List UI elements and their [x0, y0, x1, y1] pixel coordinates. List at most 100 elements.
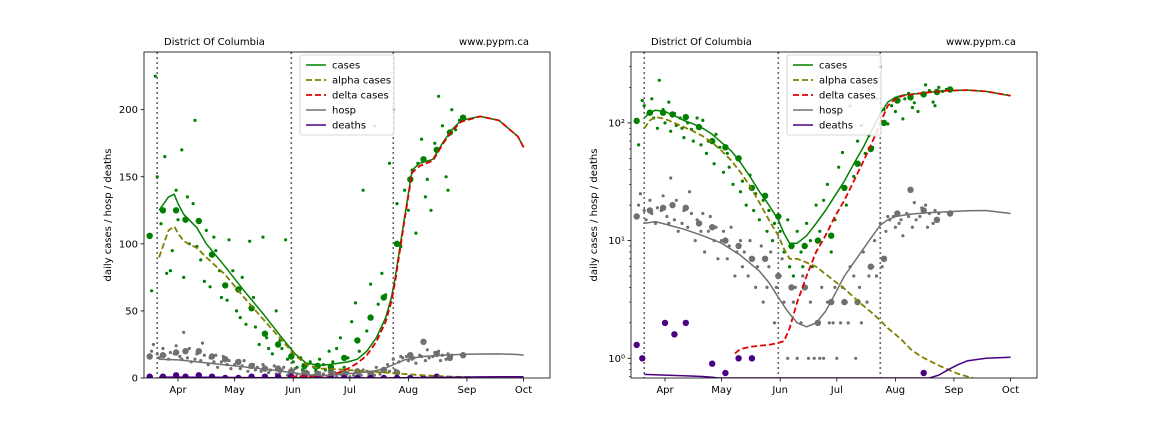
chart-title-left: District Of Columbia	[651, 37, 752, 48]
hosp-daily-point	[182, 330, 186, 334]
hosp-daily-point	[661, 194, 665, 198]
hosp-daily-point	[808, 300, 813, 304]
cases-daily-point	[357, 349, 361, 353]
cases-daily-point	[380, 271, 384, 275]
cases-weekly-point	[146, 232, 153, 239]
cases-daily-point	[767, 208, 771, 213]
cases-daily-point	[403, 188, 407, 192]
deaths-weekly-point	[261, 373, 269, 378]
hosp-daily-point	[897, 221, 901, 225]
cases-daily-point	[718, 145, 722, 149]
hosp-weekly-point	[407, 352, 414, 359]
plot-frame	[143, 51, 551, 379]
hosp-daily-point	[754, 285, 758, 289]
hosp-daily-point	[693, 239, 697, 243]
hosp-daily-point	[282, 365, 286, 369]
series-line-cases	[158, 115, 525, 367]
hosp-daily-point	[150, 349, 154, 353]
x-tick-label: Aug	[399, 385, 419, 396]
hosp-daily-point	[687, 190, 692, 194]
cases-daily-point	[786, 218, 790, 222]
x-tick-label: May	[711, 385, 732, 396]
cases-daily-point	[808, 239, 813, 243]
cases-daily-point	[165, 271, 169, 275]
cases-daily-point	[765, 229, 769, 233]
hosp-weekly-point	[182, 348, 189, 355]
hosp-daily-point	[782, 300, 786, 304]
linear-chart-panel: District Of Columbia www.pypm.ca daily c…	[103, 37, 551, 396]
cases-daily-point	[433, 141, 437, 145]
legend-box	[299, 54, 395, 136]
hosp-daily-point	[708, 214, 712, 219]
cases-daily-point	[253, 325, 257, 329]
hosp-daily-point	[839, 321, 843, 325]
cases-daily-point	[691, 139, 695, 143]
cases-daily-point	[740, 179, 745, 183]
deaths-weekly-point	[682, 319, 689, 327]
cases-daily-point	[291, 360, 295, 364]
hosp-daily-point	[780, 257, 784, 261]
cases-daily-point	[234, 309, 239, 313]
x-tick-label: Apr	[169, 385, 187, 396]
hosp-daily-point	[831, 321, 835, 325]
hosp-daily-point	[246, 369, 250, 373]
hosp-daily-point	[151, 342, 155, 347]
hosp-daily-point	[216, 365, 220, 369]
cases-daily-point	[361, 188, 365, 192]
cases-daily-point	[365, 329, 369, 333]
cases-daily-point	[725, 151, 729, 155]
cases-daily-point	[744, 203, 748, 207]
hosp-weekly-point	[633, 213, 640, 220]
hosp-daily-point	[202, 353, 206, 357]
deaths-weekly-point	[661, 319, 669, 327]
hosp-daily-point	[689, 211, 694, 216]
hosp-daily-point	[378, 372, 382, 376]
cases-daily-point	[856, 139, 860, 143]
legend-label: deaths	[332, 121, 366, 132]
cases-daily-point	[238, 316, 242, 320]
cases-daily-point	[752, 208, 756, 213]
cases-daily-point	[727, 165, 731, 169]
cases-daily-point	[642, 104, 646, 108]
series-line-deaths	[644, 356, 1011, 378]
cases-weekly-point	[735, 155, 742, 162]
cases-daily-point	[176, 218, 180, 222]
cases-weekly-point	[222, 282, 229, 289]
cases-daily-point	[225, 298, 229, 302]
hosp-daily-point	[846, 321, 850, 325]
hosp-daily-point	[669, 176, 673, 180]
y-tick-label: 200	[119, 105, 138, 116]
hosp-daily-point	[199, 359, 203, 363]
plot-frame	[630, 51, 1038, 379]
cases-daily-point	[637, 143, 641, 147]
hosp-weekly-point	[159, 352, 167, 359]
hosp-daily-point	[161, 346, 165, 351]
legend-label: alpha cases	[819, 76, 878, 87]
legend-label: hosp	[819, 106, 843, 117]
hosp-weekly-point	[894, 210, 901, 217]
cases-daily-point	[248, 239, 252, 243]
cases-weekly-point	[367, 314, 374, 321]
deaths-weekly-point	[722, 369, 729, 377]
cases-weekly-point	[159, 207, 167, 214]
hosp-weekly-point	[695, 220, 703, 227]
cases-daily-point	[231, 269, 235, 273]
hosp-daily-point	[359, 373, 363, 377]
cases-daily-point	[937, 85, 941, 89]
cases-daily-point	[805, 221, 809, 225]
cases-daily-point	[761, 198, 765, 202]
hosp-daily-point	[644, 218, 648, 222]
cases-daily-point	[185, 195, 189, 199]
cases-daily-point	[342, 365, 346, 369]
cases-weekly-point	[788, 242, 795, 250]
hosp-daily-point	[655, 206, 660, 210]
hosp-weekly-point	[146, 353, 153, 360]
hosp-weekly-point	[867, 263, 874, 270]
hosp-daily-point	[746, 274, 750, 278]
series-line-alpha-cases	[158, 225, 471, 378]
hosp-daily-point	[774, 285, 779, 289]
hosp-daily-point	[212, 360, 216, 364]
hosp-daily-point	[716, 257, 720, 261]
hosp-daily-point	[886, 214, 890, 219]
hosp-daily-point	[686, 225, 690, 229]
